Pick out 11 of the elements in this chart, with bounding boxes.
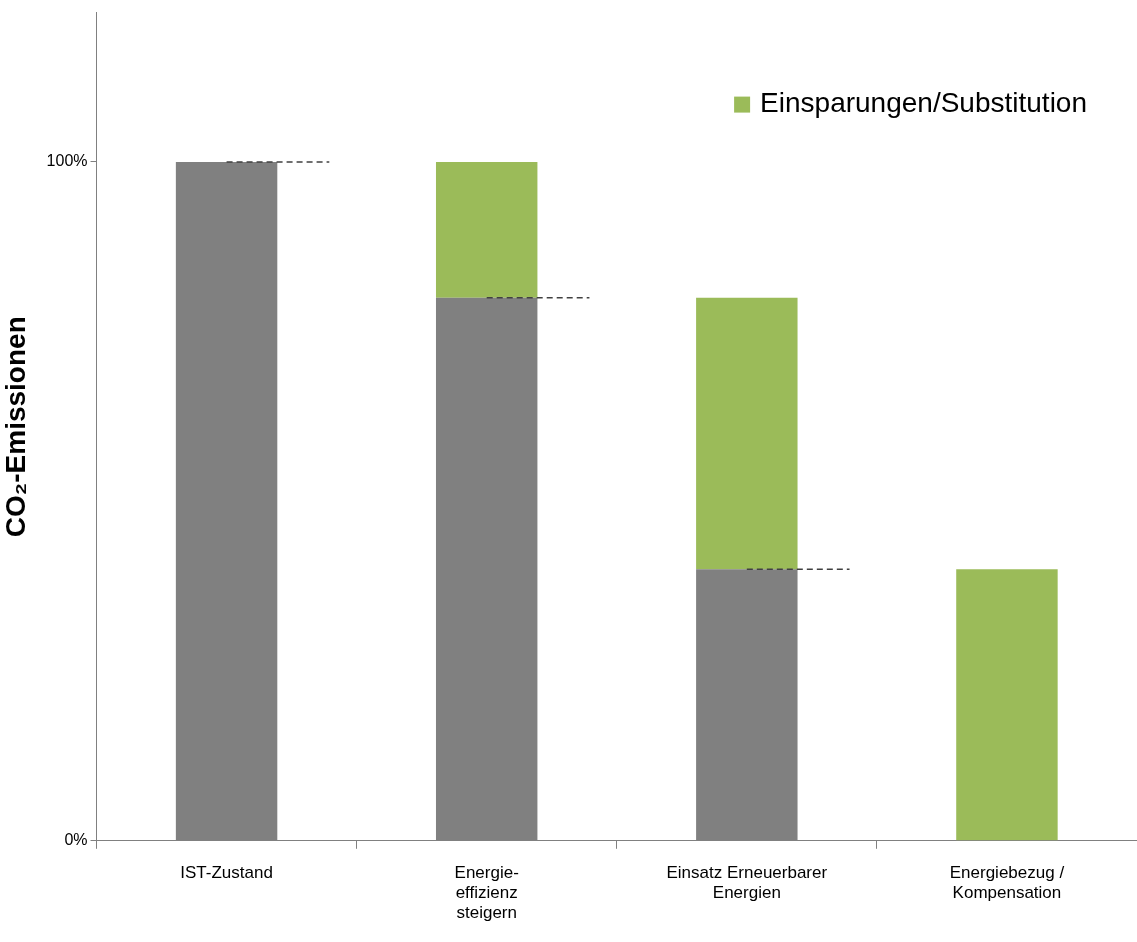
y-tick-label: 100%	[46, 152, 88, 170]
legend-label: Einsparungen/Substitution	[760, 87, 1088, 119]
y-axis-title: CO₂-Emissionen	[0, 316, 31, 538]
x-tick-label: IST-Zustand	[180, 862, 273, 882]
bar	[956, 569, 1058, 841]
x-tick-label: Einsatz Erneuerbarer Energien	[666, 862, 828, 903]
x-tick-label: Energiebezug / Kompensation	[949, 862, 1065, 903]
x-tick-label: Energie- effizienz steigern	[454, 862, 519, 923]
bar	[435, 161, 538, 298]
bar	[696, 297, 798, 570]
y-tick-label: 0%	[64, 831, 88, 849]
